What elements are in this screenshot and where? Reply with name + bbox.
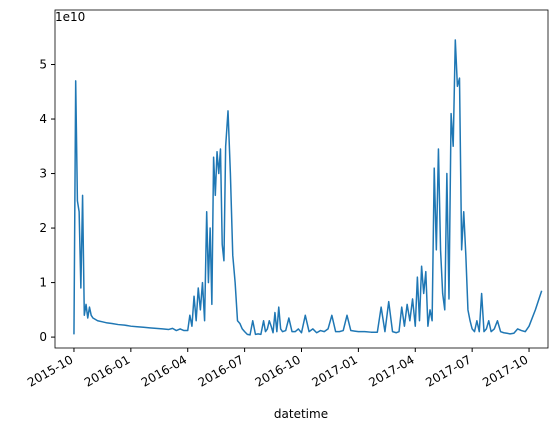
x-axis-label: datetime <box>274 407 328 421</box>
x-tick-label: 2016-10 <box>253 352 303 389</box>
x-tick-label: 2017-10 <box>480 352 530 389</box>
y-tick-label: 1 <box>39 276 47 290</box>
x-tick-label: 2017-01 <box>309 352 359 389</box>
x-tick-label: 2016-07 <box>196 352 246 389</box>
data-line <box>73 39 543 336</box>
x-tick-label: 2017-04 <box>366 352 416 389</box>
x-tick-label: 2015-10 <box>25 352 75 389</box>
y-tick-label: 2 <box>39 221 47 235</box>
y-tick-label: 4 <box>39 112 47 126</box>
y-tick-label: 0 <box>39 330 47 344</box>
y-tick-label: 5 <box>39 58 47 72</box>
x-tick-label: 2017-07 <box>423 352 473 389</box>
offset-label: 1e10 <box>55 10 85 24</box>
axes-frame <box>54 9 549 349</box>
x-tick-label: 2016-01 <box>82 352 132 389</box>
x-tick-label: 2016-04 <box>139 352 189 389</box>
y-tick-label: 3 <box>39 167 47 181</box>
